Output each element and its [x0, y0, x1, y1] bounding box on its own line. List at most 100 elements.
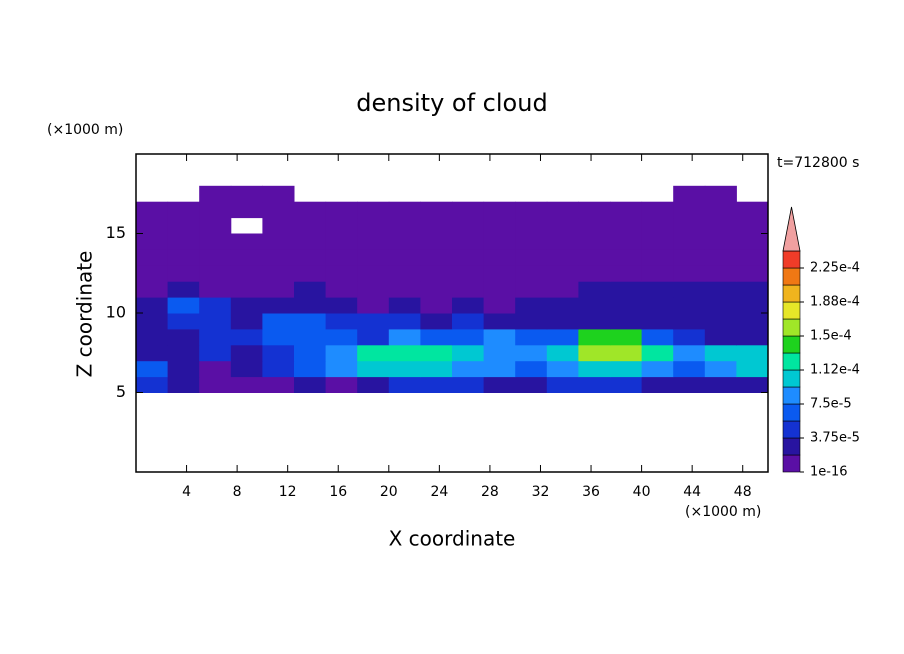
- contour-cell: [199, 265, 232, 282]
- contour-cell: [610, 360, 643, 378]
- contour-cell: [294, 376, 327, 393]
- contour-cell: [673, 360, 706, 378]
- contour-cell: [230, 376, 263, 393]
- colorbar-label: 1e-16: [810, 465, 848, 480]
- contour-cell: [483, 313, 516, 330]
- contour-cell: [704, 313, 737, 330]
- contour-cell: [420, 249, 453, 266]
- contour-cell: [546, 376, 579, 393]
- contour-cell: [610, 249, 643, 266]
- contour-cell: [199, 344, 232, 362]
- contour-cell: [136, 360, 169, 378]
- contour-cell: [325, 249, 358, 266]
- contour-cell: [420, 217, 453, 234]
- contour-cell: [515, 313, 548, 330]
- y-axis-title: Z coordinate: [73, 251, 97, 378]
- contour-cell: [546, 344, 579, 362]
- contour-cell: [546, 281, 579, 298]
- contour-cell: [167, 297, 200, 314]
- contour-cell: [420, 313, 453, 330]
- contour-cell: [641, 344, 674, 362]
- contour-cell: [483, 281, 516, 298]
- contour-cell: [388, 313, 421, 330]
- contour-cell: [515, 360, 548, 378]
- contour-cell: [483, 265, 516, 282]
- contour-cell: [641, 233, 674, 250]
- contour-cell: [167, 201, 200, 219]
- contour-cell: [136, 233, 169, 250]
- contour-cell: [578, 328, 611, 346]
- contour-cell: [294, 328, 327, 346]
- contour-cell: [325, 344, 358, 362]
- colorbar-label: 2.25e-4: [810, 261, 860, 276]
- contour-cell: [294, 249, 327, 266]
- contour-cell: [610, 297, 643, 314]
- contour-cell: [641, 313, 674, 330]
- contour-cell: [546, 360, 579, 378]
- contour-cell: [136, 249, 169, 266]
- contour-cell: [452, 201, 485, 219]
- y-tick-label: 5: [116, 382, 126, 401]
- x-tick-label: 28: [481, 484, 499, 500]
- contour-cell: [515, 297, 548, 314]
- contour-cell: [262, 201, 295, 219]
- contour-cell: [136, 281, 169, 298]
- contour-cell: [578, 265, 611, 282]
- contour-cell: [515, 233, 548, 250]
- x-tick-label: 48: [734, 484, 752, 500]
- colorbar-box: [782, 335, 801, 354]
- y-tick-label: 15: [106, 223, 126, 242]
- contour-cell: [641, 360, 674, 378]
- contour-cell: [357, 313, 390, 330]
- x-tick-label: 44: [683, 484, 701, 500]
- contour-cell: [325, 233, 358, 250]
- contour-cell: [262, 217, 295, 234]
- contour-cell: [641, 201, 674, 219]
- contour-cell: [578, 360, 611, 378]
- contour-cell: [641, 249, 674, 266]
- contour-cell: [546, 313, 579, 330]
- contour-cell: [641, 265, 674, 282]
- contour-cell: [420, 201, 453, 219]
- x-tick-label: 16: [329, 484, 347, 500]
- contour-cell: [673, 344, 706, 362]
- contour-cell: [136, 344, 169, 362]
- contour-cell: [167, 376, 200, 393]
- contour-cell: [167, 233, 200, 250]
- contour-cell: [388, 376, 421, 393]
- contour-cell: [230, 344, 263, 362]
- contour-cell: [357, 360, 390, 378]
- contour-cell: [578, 281, 611, 298]
- contour-cell: [357, 344, 390, 362]
- contour-cell: [325, 360, 358, 378]
- colorbar-label: 1.12e-4: [810, 363, 860, 378]
- contour-cell: [704, 185, 737, 203]
- contour-cell: [515, 217, 548, 234]
- contour-cell: [546, 217, 579, 234]
- colorbar-box: [782, 250, 801, 269]
- colorbar-label: 1.5e-4: [810, 329, 852, 344]
- contour-cell: [357, 281, 390, 298]
- contour-cell: [357, 297, 390, 314]
- contour-cell: [420, 360, 453, 378]
- contour-cell: [641, 217, 674, 234]
- contour-cell: [325, 313, 358, 330]
- contour-cell: [199, 360, 232, 378]
- contour-cell: [230, 313, 263, 330]
- contour-cell: [736, 313, 769, 330]
- contour-cell: [736, 217, 769, 234]
- contour-cell: [736, 249, 769, 266]
- contour-cell: [641, 297, 674, 314]
- contour-cell: [230, 360, 263, 378]
- contour-cell: [578, 233, 611, 250]
- contour-cell: [578, 201, 611, 219]
- contour-cell: [452, 217, 485, 234]
- x-tick-label: 36: [582, 484, 600, 500]
- contour-cell: [357, 328, 390, 346]
- contour-cell: [294, 233, 327, 250]
- contour-cell: [546, 201, 579, 219]
- contour-cell: [230, 249, 263, 266]
- contour-cell: [199, 376, 232, 393]
- contour-cell: [546, 249, 579, 266]
- contour-cell: [325, 201, 358, 219]
